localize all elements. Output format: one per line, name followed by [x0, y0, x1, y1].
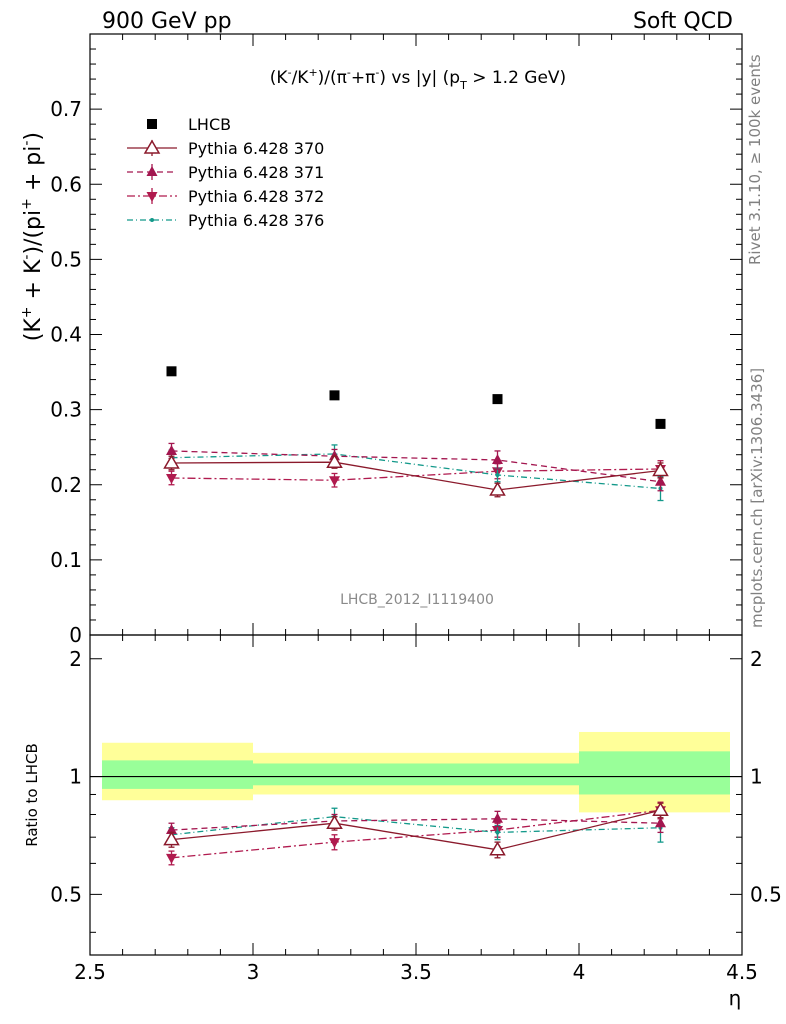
ratio-ytick-label-left-2: 2	[69, 647, 82, 671]
legend-label-data: LHCB	[188, 115, 231, 134]
main-point-p370-2	[489, 481, 506, 496]
ratio-line-p370	[171, 809, 661, 851]
main-line-p370	[171, 461, 661, 491]
main-point-data-2	[492, 394, 503, 405]
main-ytick-label-5: 0.5	[50, 247, 82, 271]
legend: LHCB Pythia 6.428 370 Pythia 6.428 371 Pyth…	[127, 115, 324, 230]
main-line-p376	[171, 453, 661, 490]
main-ytick-label-7: 0.7	[50, 97, 82, 121]
ratio-band-inner-0	[102, 760, 253, 789]
legend-marker-data	[147, 119, 157, 129]
ratio-ytick-label-right-1: 1	[750, 765, 763, 789]
ratio-panel	[90, 731, 742, 866]
main-ytick-label-2: 0.2	[50, 473, 82, 497]
legend-marker-p376	[150, 218, 154, 222]
ratio-ytick-label-right-0: 0.5	[750, 882, 782, 906]
main-line-p371	[171, 450, 661, 483]
ratio-point-p372-0	[166, 853, 177, 864]
main-point-p372-0	[166, 473, 177, 484]
ratio-point-p372-1	[329, 838, 340, 849]
ratio-line-p372	[171, 809, 661, 859]
main-point-p371-2	[492, 453, 503, 464]
main-ytick-label-4: 0.4	[50, 323, 82, 347]
legend-label-p370: Pythia 6.428 370	[188, 139, 324, 158]
header-left: 900 GeV pp	[102, 9, 232, 34]
ratio-ytick-label-left-0: 0.5	[50, 882, 82, 906]
legend-label-p376: Pythia 6.428 376	[188, 211, 324, 230]
plot-title: (K-/K+)/(π-+π-) vs |y| (pT > 1.2 GeV)	[270, 66, 566, 92]
main-ytick-label-6: 0.6	[50, 172, 82, 196]
ratio-point-p376-2	[495, 830, 500, 835]
main-point-p371-3	[655, 475, 666, 486]
ratio-ylabel: Ratio to LHCB	[23, 743, 41, 847]
legend-label-p372: Pythia 6.428 372	[188, 187, 324, 206]
ratio-point-p370-3	[652, 801, 669, 817]
main-point-p370-0	[163, 454, 180, 469]
ratio-point-p370-1	[326, 814, 343, 829]
main-point-data-3	[655, 418, 666, 429]
main-point-p372-1	[329, 476, 340, 487]
main-panel	[163, 366, 669, 502]
ratio-xlabel: η	[729, 986, 742, 1010]
ratio-point-p370-0	[163, 831, 180, 846]
ratio-xtick-label-4: 4.5	[726, 960, 758, 984]
ratio-band-inner-1	[253, 763, 579, 786]
main-point-p376-2	[495, 472, 500, 477]
main-point-data-0	[166, 366, 177, 377]
legend-marker-p371	[146, 166, 158, 176]
axes-frames: 0 0.1 0.2 0.3 0.4 0.5 0.6 0.7 2.5 3 3.5 4 4.5 0.5 0.5 1…	[50, 33, 782, 984]
analysis-watermark: LHCB_2012_I1119400	[340, 592, 494, 608]
main-point-p370-1	[326, 453, 343, 468]
main-ytick-label-0: 0	[69, 623, 82, 647]
ratio-xtick-label-3: 4	[573, 960, 586, 984]
ratio-ytick-label-right-2: 2	[750, 647, 763, 671]
header-right: Soft QCD	[633, 9, 733, 34]
main-ylabel: (K+ + K-)/(pi+ + pi-)	[19, 132, 46, 341]
main-point-data-1	[329, 390, 340, 401]
main-point-p371-0	[166, 444, 177, 455]
main-ytick-label-1: 0.1	[50, 548, 82, 572]
ratio-line-p371	[171, 818, 661, 831]
main-ytick-label-3: 0.3	[50, 398, 82, 422]
legend-marker-p372	[146, 192, 158, 202]
ratio-point-p370-2	[489, 841, 506, 856]
main-line-p372	[171, 468, 661, 481]
main-point-p370-3	[652, 461, 669, 477]
ratio-point-p371-3	[655, 817, 666, 828]
ratio-xtick-label-0: 2.5	[74, 960, 106, 984]
mcplots-label: mcplots.cern.ch [arXiv:1306.3436]	[748, 368, 766, 628]
legend-label-p371: Pythia 6.428 371	[188, 163, 324, 182]
ratio-ytick-label-left-1: 1	[69, 765, 82, 789]
ratio-band-inner-2	[579, 751, 730, 795]
ratio-point-p371-0	[166, 824, 177, 835]
rivet-label: Rivet 3.1.10, ≥ 100k events	[746, 54, 764, 265]
ratio-xtick-label-1: 3	[247, 960, 260, 984]
ratio-point-p371-2	[492, 812, 503, 823]
legend-marker-p370	[143, 139, 161, 154]
ratio-xtick-label-2: 3.5	[400, 960, 432, 984]
